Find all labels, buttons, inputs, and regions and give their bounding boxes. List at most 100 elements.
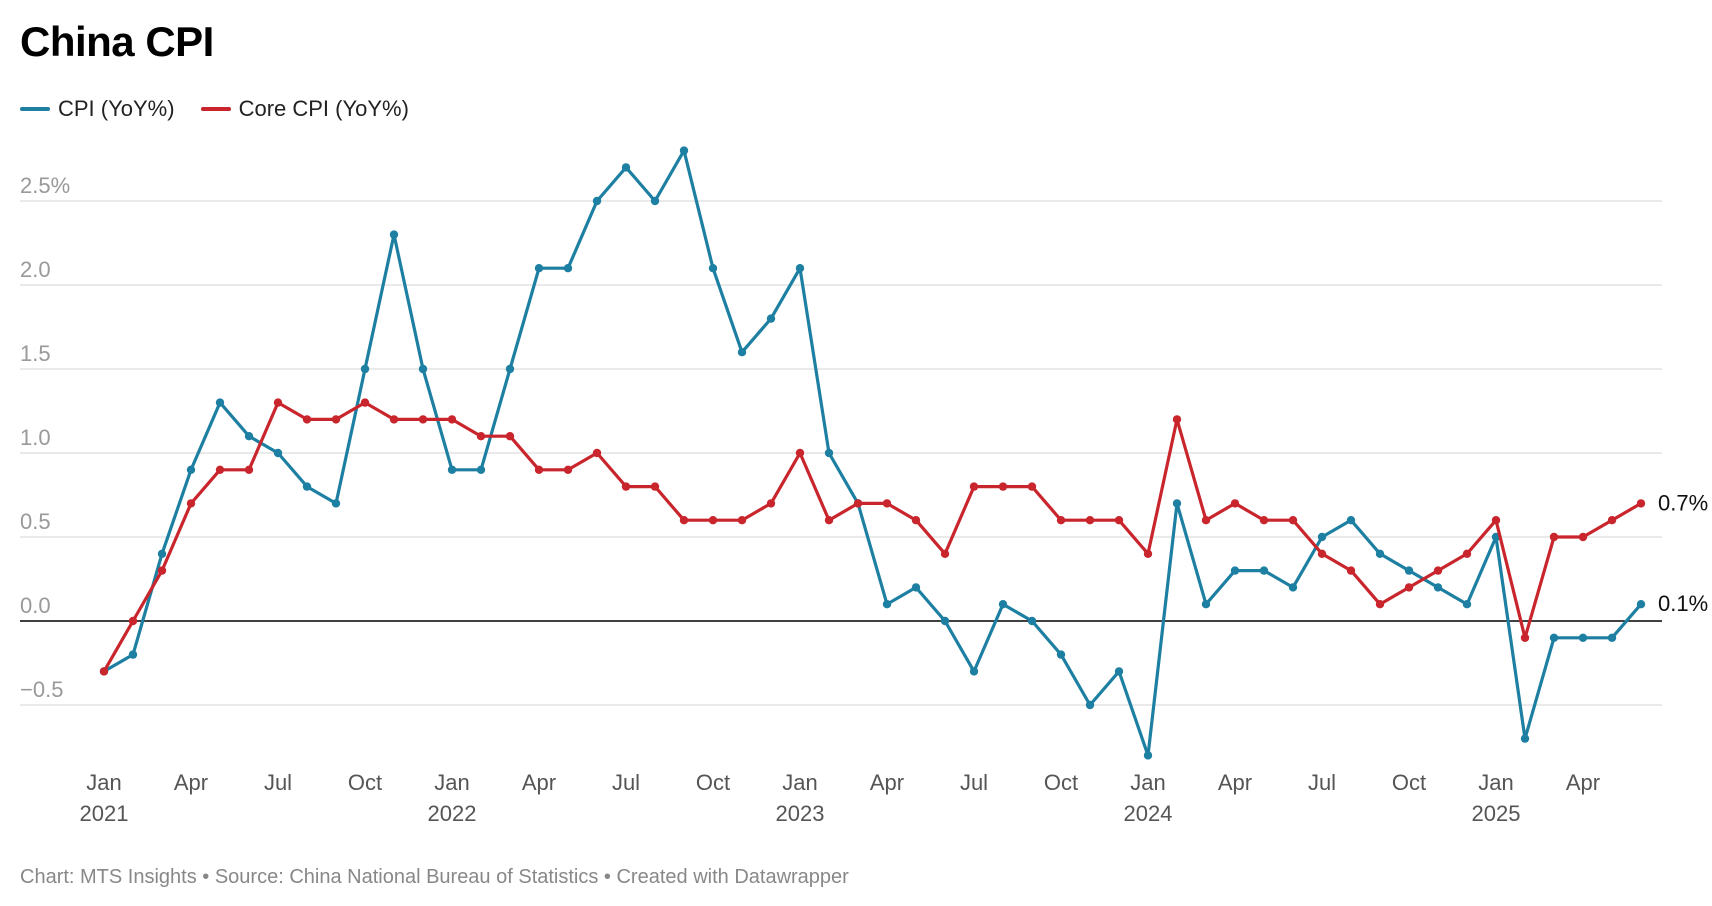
data-point-core-cpi (1230, 499, 1240, 508)
data-point-cpi (360, 364, 370, 374)
data-point-cpi (621, 163, 631, 172)
grid-layer (20, 200, 1662, 706)
data-point-core-cpi (853, 499, 863, 508)
data-point-core-cpi (389, 415, 399, 424)
series-line-core-cpi (102, 401, 1643, 674)
data-point-cpi (882, 600, 892, 609)
x-tick-label: Jul (612, 770, 640, 795)
data-point-cpi (679, 146, 689, 155)
data-point-core-cpi (1549, 532, 1559, 542)
data-point-core-cpi (331, 415, 341, 424)
data-point-core-cpi (1346, 566, 1356, 575)
data-point-core-cpi (1056, 516, 1066, 525)
data-point-core-cpi (1317, 549, 1327, 558)
data-point-cpi (737, 348, 747, 357)
data-point-core-cpi (1114, 516, 1124, 525)
legend-label-core-cpi: Core CPI (YoY%) (238, 96, 409, 121)
data-point-core-cpi (911, 516, 921, 525)
x-tick-label: Apr (870, 770, 904, 795)
y-tick-label: 2.5% (20, 173, 70, 198)
data-point-core-cpi (1085, 516, 1095, 525)
data-point-cpi (1085, 700, 1095, 710)
data-point-core-cpi (621, 482, 631, 491)
data-point-cpi (244, 432, 254, 441)
data-point-cpi (1433, 583, 1443, 592)
x-tick-label: Jan (782, 770, 817, 795)
x-tick-year-label: 2024 (1124, 801, 1173, 826)
data-point-core-cpi (1578, 532, 1588, 542)
data-point-cpi (998, 600, 1008, 609)
data-point-core-cpi (99, 667, 109, 676)
y-tick-label: 1.0 (20, 425, 51, 450)
legend-label-cpi: CPI (YoY%) (58, 96, 175, 121)
data-point-cpi (1607, 633, 1617, 642)
data-point-cpi (1462, 600, 1472, 609)
data-point-cpi (1578, 633, 1588, 642)
data-point-core-cpi (1607, 516, 1617, 525)
data-point-core-cpi (795, 448, 805, 458)
data-point-core-cpi (998, 482, 1008, 491)
data-point-core-cpi (418, 415, 428, 424)
data-point-core-cpi (737, 516, 747, 525)
data-point-cpi (505, 364, 515, 374)
data-point-cpi (273, 448, 283, 458)
data-point-core-cpi (679, 516, 689, 525)
data-point-core-cpi (244, 465, 254, 474)
x-tick-label: Oct (696, 770, 730, 795)
x-tick-label: Jan (1478, 770, 1513, 795)
x-tick-year-label: 2025 (1472, 801, 1521, 826)
y-tick-label: 1.5 (20, 341, 51, 366)
data-point-cpi (940, 616, 950, 626)
x-tick-year-label: 2022 (428, 801, 477, 826)
data-point-core-cpi (1027, 482, 1037, 491)
data-point-cpi (1114, 667, 1124, 676)
data-point-core-cpi (1201, 516, 1211, 525)
x-tick-label: Jan (434, 770, 469, 795)
data-point-cpi (1636, 600, 1646, 609)
x-tick-label: Apr (522, 770, 556, 795)
data-point-core-cpi (1259, 516, 1269, 525)
data-point-cpi (331, 499, 341, 508)
data-point-cpi (1288, 583, 1298, 592)
legend-item-cpi: CPI (YoY%) (20, 96, 175, 122)
chart-footer: Chart: MTS Insights • Source: China Nati… (20, 866, 849, 888)
x-tick-label: Jan (86, 770, 121, 795)
y-tick-label: 0.5 (20, 509, 51, 534)
data-point-cpi (1520, 734, 1530, 743)
x-tick-label: Jul (264, 770, 292, 795)
x-tick-label: Jul (960, 770, 988, 795)
data-point-cpi (534, 264, 544, 273)
data-point-core-cpi (1172, 415, 1182, 424)
x-tick-label: Oct (1044, 770, 1078, 795)
data-point-core-cpi (1143, 549, 1153, 558)
data-point-cpi (795, 264, 805, 273)
data-point-core-cpi (708, 516, 718, 525)
data-point-cpi (1404, 566, 1414, 575)
data-point-cpi (186, 465, 196, 474)
data-point-core-cpi (824, 516, 834, 525)
data-point-core-cpi (157, 566, 167, 575)
data-point-cpi (215, 398, 225, 407)
data-point-core-cpi (1520, 633, 1530, 642)
y-tick-label: −0.5 (20, 677, 63, 702)
data-point-core-cpi (505, 432, 515, 441)
x-tick-label: Oct (348, 770, 382, 795)
data-point-core-cpi (302, 415, 312, 424)
data-point-cpi (650, 196, 660, 206)
data-point-core-cpi (882, 499, 892, 508)
data-point-core-cpi (215, 465, 225, 474)
data-point-core-cpi (1462, 549, 1472, 558)
x-tick-label: Apr (1566, 770, 1600, 795)
data-point-cpi (563, 264, 573, 273)
x-tick-year-label: 2023 (776, 801, 825, 826)
data-point-core-cpi (447, 415, 457, 424)
data-point-core-cpi (1375, 600, 1385, 609)
legend-swatch-cpi (20, 107, 50, 111)
data-point-cpi (128, 650, 138, 659)
data-point-cpi (592, 196, 602, 206)
data-point-core-cpi (592, 448, 602, 458)
end-label-core-cpi: 0.7% (1658, 490, 1708, 515)
data-point-core-cpi (1636, 499, 1646, 508)
data-point-cpi (969, 667, 979, 676)
data-point-core-cpi (1404, 583, 1414, 592)
